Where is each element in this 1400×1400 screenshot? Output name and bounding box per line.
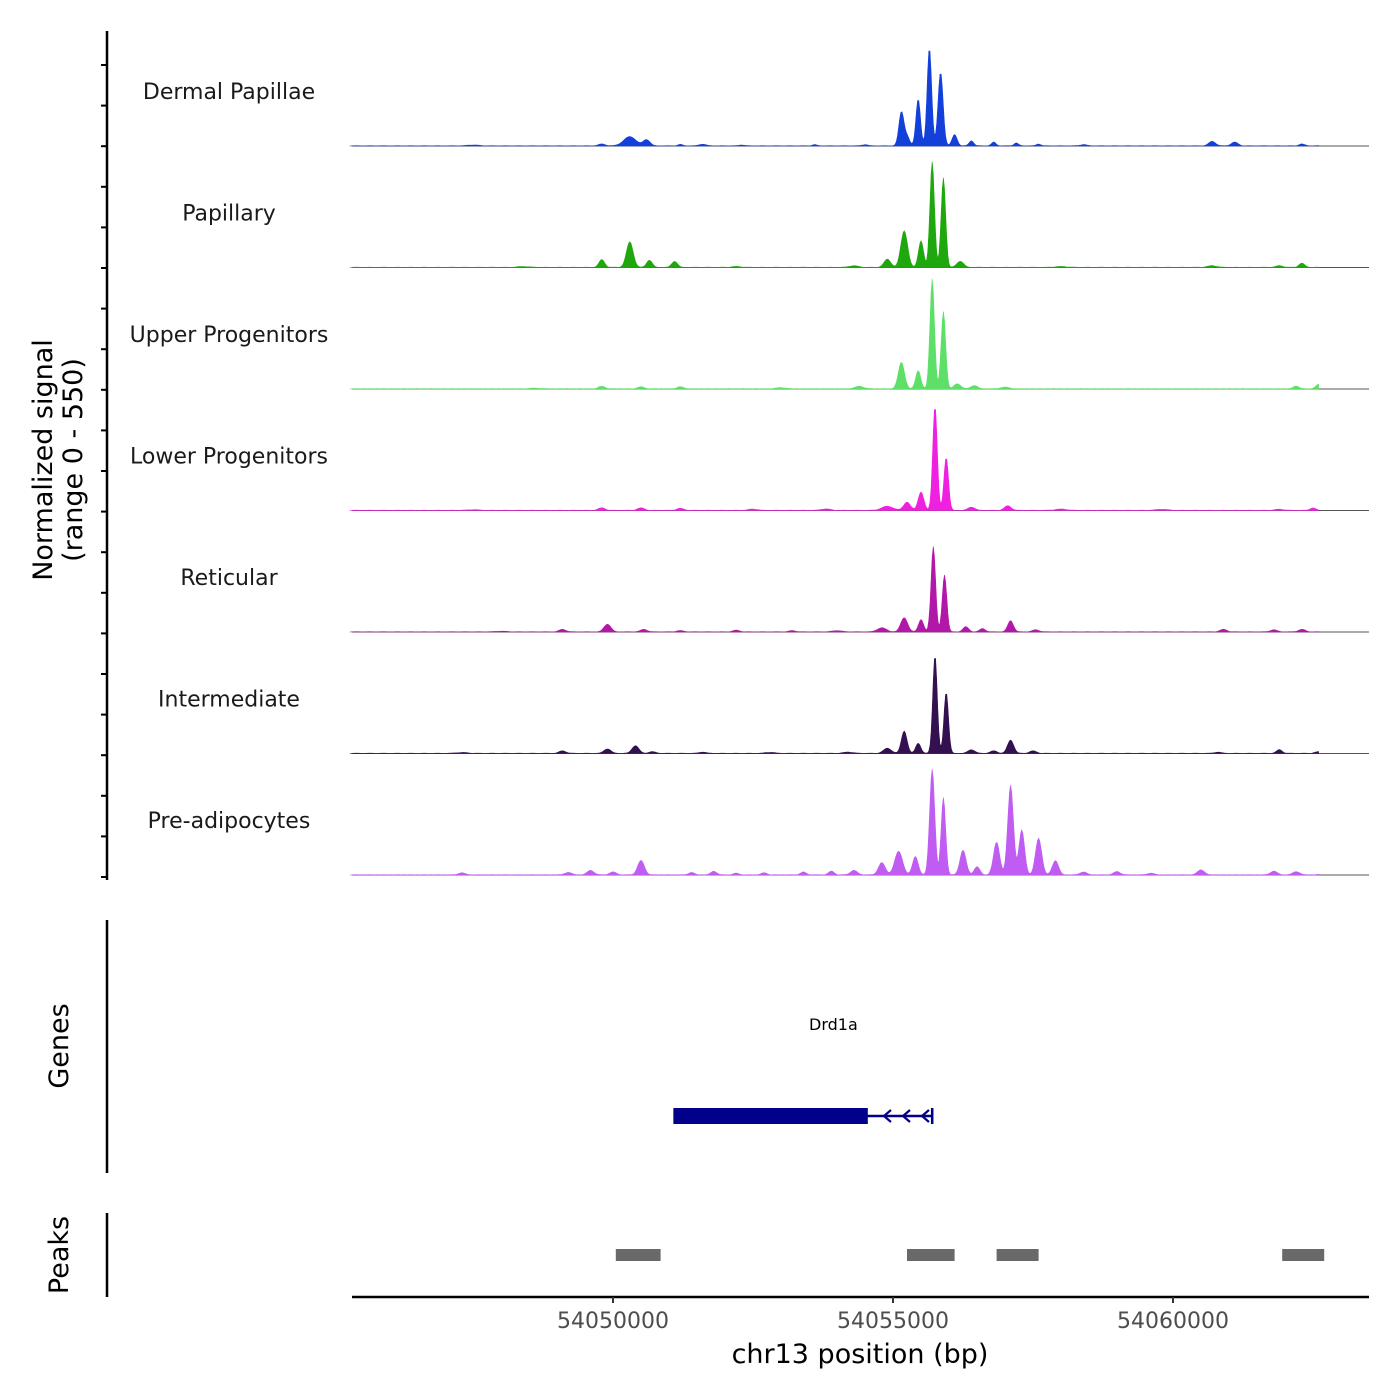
gene-track: Drd1a — [673, 1015, 934, 1124]
coverage-area — [349, 161, 1319, 268]
track-papillary: Papillary — [182, 161, 1369, 268]
peaks-axis-title: Peaks — [44, 1216, 75, 1294]
x-tick-label: 54055000 — [837, 1309, 949, 1334]
peak-region — [615, 1249, 661, 1261]
strand-arrow — [882, 1109, 892, 1123]
x-tick-label: 54060000 — [1117, 1309, 1229, 1334]
gene-label: Drd1a — [809, 1015, 858, 1034]
coverage-area — [349, 278, 1319, 390]
track-label: Dermal Papillae — [143, 80, 315, 105]
coverage-area — [349, 658, 1319, 754]
track-label: Pre-adipocytes — [148, 809, 311, 834]
track-label: Intermediate — [158, 688, 300, 713]
signal-tracks: Dermal Papillae Papillary Upper Progenitor… — [130, 50, 1369, 876]
strand-arrow — [901, 1109, 911, 1123]
track-label: Lower Progenitors — [130, 445, 328, 470]
peak-region — [907, 1249, 955, 1261]
track-dermal-papillae: Dermal Papillae — [143, 50, 1369, 147]
track-intermediate: Intermediate — [158, 658, 1369, 754]
x-axis-title: chr13 position (bp) — [732, 1339, 989, 1370]
coverage-area — [349, 769, 1319, 876]
strand-arrow — [920, 1109, 930, 1123]
peak-region — [1282, 1249, 1325, 1261]
track-upper-progenitors: Upper Progenitors — [130, 278, 1369, 390]
track-label: Upper Progenitors — [130, 323, 329, 348]
signal-y-ticks — [101, 64, 107, 878]
coverage-area — [349, 409, 1319, 511]
track-label: Papillary — [182, 202, 276, 227]
track-pre-adipocytes: Pre-adipocytes — [148, 769, 1369, 876]
coverage-area — [349, 50, 1319, 147]
track-reticular: Reticular — [180, 546, 1369, 633]
y-axis-title-line1: Normalized signal — [28, 339, 59, 581]
coverage-area — [349, 546, 1319, 633]
peak-track — [615, 1249, 1325, 1261]
track-lower-progenitors: Lower Progenitors — [130, 409, 1369, 511]
gene-exon-block — [674, 1108, 868, 1124]
genes-axis-title: Genes — [44, 1003, 75, 1088]
x-tick-label: 54050000 — [557, 1309, 669, 1334]
y-axis-title-line2: (range 0 - 550) — [58, 358, 89, 562]
x-axis-ticks: 54050000 54055000 54060000 — [557, 1297, 1229, 1334]
track-label: Reticular — [180, 566, 278, 591]
peak-region — [996, 1249, 1039, 1261]
